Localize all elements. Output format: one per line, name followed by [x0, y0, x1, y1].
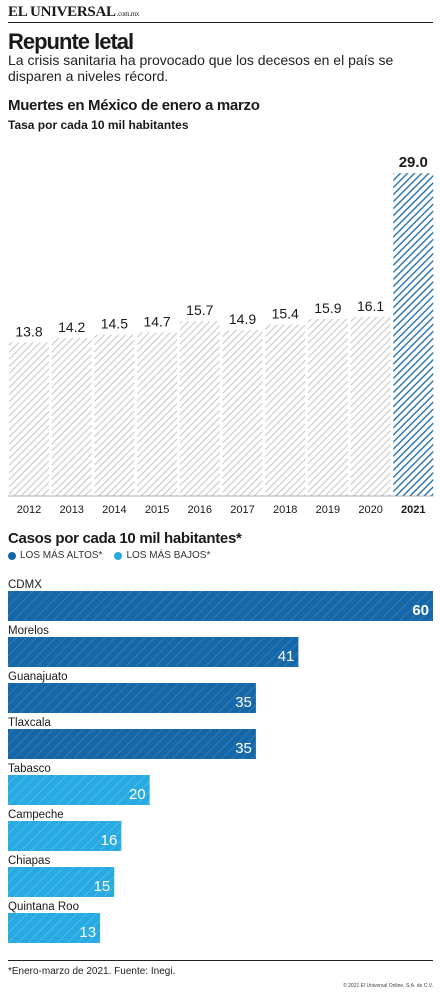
x-tick-label-2021: 2021 [401, 504, 425, 516]
state-label-chiapas: Chiapas [8, 855, 50, 867]
x-tick-label-2013: 2013 [59, 504, 83, 516]
legend-item-high: LOS MÁS ALTOS* [8, 550, 102, 561]
hbar-value-cdmx: 60 [412, 602, 429, 619]
hbar-value-quintana-roo: 13 [79, 924, 96, 941]
bar-2019 [307, 318, 348, 496]
footnote: *Enero-marzo de 2021. Fuente: Inegi. [8, 966, 176, 977]
legend-label-low: LOS MÁS BAJOS* [126, 550, 211, 561]
masthead-logo: EL UNIVERSAL.com.mx [8, 4, 433, 24]
x-tick-label-2020: 2020 [358, 504, 382, 516]
hbar-value-campeche: 16 [101, 832, 118, 849]
state-label-morelos: Morelos [8, 625, 49, 637]
masthead-domain: .com.mx [116, 10, 140, 18]
headline: Repunte letal [8, 29, 134, 54]
bar-2016 [179, 321, 220, 496]
legend-dot-low [114, 551, 123, 560]
bar-2021 [393, 173, 434, 496]
hbar-value-guanajuato: 35 [235, 694, 252, 711]
legend-label-high: LOS MÁS ALTOS* [20, 550, 103, 561]
hbar-value-chiapas: 15 [94, 878, 111, 895]
state-label-tlaxcala: Tlaxcala [8, 717, 51, 729]
bar-value-label-2019: 15.9 [314, 300, 341, 316]
x-tick-label-2017: 2017 [230, 504, 254, 516]
bar-2012 [9, 342, 49, 496]
x-tick-label-2019: 2019 [316, 504, 340, 516]
x-tick-label-2014: 2014 [102, 504, 126, 516]
bar-value-label-2016: 15.7 [186, 302, 213, 318]
bar-2020 [350, 316, 391, 496]
x-tick-label-2018: 2018 [273, 504, 297, 516]
bar-value-label-2014: 14.5 [101, 316, 128, 332]
x-tick-label-2016: 2016 [188, 504, 212, 516]
hbar-chiapas [8, 867, 115, 897]
hbar-value-tabasco: 20 [129, 786, 146, 803]
bar-value-label-2012: 13.8 [15, 323, 42, 339]
chart1-subtitle: Tasa por cada 10 mil habitantes [8, 118, 189, 132]
hbar-tabasco [8, 775, 150, 805]
x-tick-label-2012: 2012 [17, 504, 41, 516]
bar-value-label-2020: 16.1 [357, 298, 384, 314]
state-label-cdmx: CDMX [8, 579, 42, 591]
bar-value-label-2021: 29.0 [399, 154, 428, 171]
state-label-campeche: Campeche [8, 809, 64, 821]
hbar-campeche [8, 821, 122, 851]
bar-value-label-2018: 15.4 [272, 306, 299, 322]
state-label-quintana-roo: Quintana Roo [8, 901, 79, 913]
hbar-value-morelos: 41 [278, 648, 295, 665]
bar-2014 [94, 334, 135, 496]
bar-2015 [137, 332, 178, 496]
x-tick-label-2015: 2015 [145, 504, 169, 516]
copyright: © 2021 El Universal Online, S.A. de C.V. [343, 983, 433, 989]
bar-2018 [265, 324, 306, 496]
bar-2013 [51, 337, 92, 496]
masthead-name: EL UNIVERSAL [8, 4, 116, 20]
bar-value-label-2013: 14.2 [58, 319, 85, 335]
state-label-guanajuato: Guanajuato [8, 671, 67, 683]
chart1-title: Muertes en México de enero a marzo [8, 97, 260, 114]
hbar-cdmx [8, 591, 433, 621]
hbar-quintana-roo [8, 913, 101, 943]
legend-dot-high [8, 551, 16, 560]
footer-rule [8, 960, 433, 961]
hbar-morelos [8, 637, 299, 667]
bar-value-label-2017: 14.9 [229, 311, 256, 327]
chart2-legend: LOS MÁS ALTOS* LOS MÁS BAJOS* [8, 550, 222, 561]
hbar-guanajuato [8, 683, 256, 713]
hbar-value-tlaxcala: 35 [235, 740, 252, 757]
state-label-tabasco: Tabasco [8, 763, 51, 775]
bar-value-label-2015: 14.7 [143, 313, 170, 329]
chart2-title: Casos por cada 10 mil habitantes* [8, 530, 242, 547]
bar-2017 [222, 330, 263, 496]
masthead-rule [8, 22, 433, 23]
legend-item-low: LOS MÁS BAJOS* [114, 550, 210, 561]
deck: La crisis sanitaria ha provocado que los… [8, 52, 394, 84]
hbar-tlaxcala [8, 729, 256, 759]
